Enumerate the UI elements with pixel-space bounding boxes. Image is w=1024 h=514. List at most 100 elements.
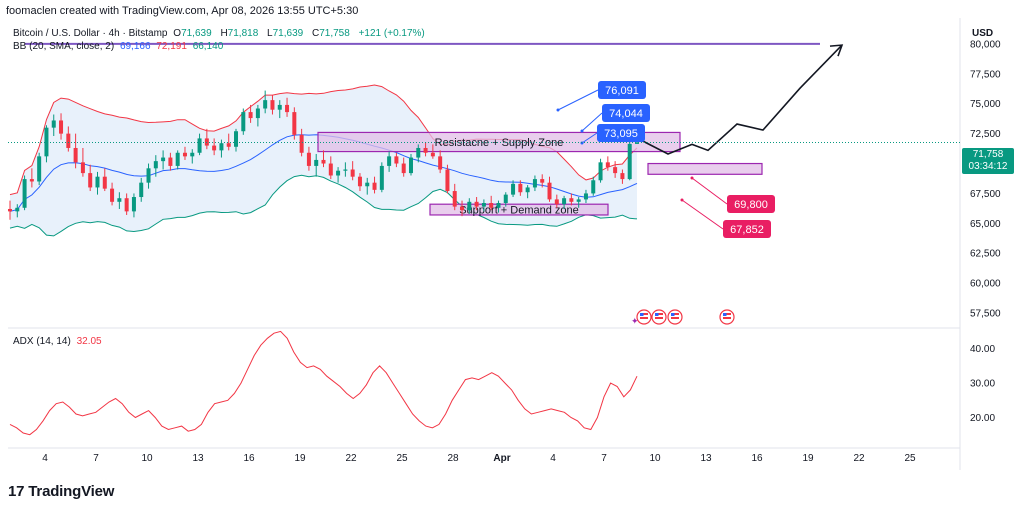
price-label-text: 74,044 bbox=[609, 108, 643, 120]
candle-body bbox=[357, 176, 362, 187]
time-tick-label: 13 bbox=[700, 453, 712, 464]
candle-body bbox=[328, 163, 333, 176]
candle-body bbox=[175, 152, 180, 166]
candle-body bbox=[343, 169, 348, 171]
price-label-leader bbox=[681, 199, 724, 230]
candle-body bbox=[314, 159, 319, 166]
time-tick-label: 16 bbox=[751, 453, 763, 464]
flag-icon[interactable] bbox=[719, 309, 735, 325]
price-label-anchor bbox=[580, 129, 584, 133]
chart-credit: foomaclen created with TradingView.com, … bbox=[6, 5, 359, 17]
candle-body bbox=[569, 198, 574, 202]
projection-path bbox=[639, 44, 843, 155]
adx-line bbox=[9, 330, 638, 436]
flag-icon[interactable] bbox=[667, 309, 683, 325]
candle-body bbox=[576, 199, 581, 202]
candle-body bbox=[110, 188, 115, 202]
candle-body bbox=[285, 104, 290, 113]
candle-body bbox=[372, 182, 377, 190]
candle-body bbox=[59, 120, 64, 134]
candle-body bbox=[255, 108, 260, 119]
time-tick-label: 25 bbox=[396, 453, 408, 464]
close-label: C bbox=[311, 28, 320, 39]
flag-icon[interactable] bbox=[636, 309, 652, 325]
candle-body bbox=[562, 198, 567, 205]
time-tick-label: 22 bbox=[853, 453, 865, 464]
candle-body bbox=[139, 182, 144, 198]
candle-body bbox=[182, 152, 187, 157]
candle-body bbox=[503, 194, 508, 203]
symbol-title[interactable]: Bitcoin / U.S. Dollar · 4h · Bitstamp bbox=[13, 28, 168, 39]
candle-body bbox=[613, 167, 618, 174]
candle-body bbox=[474, 201, 479, 207]
price-label-anchor bbox=[680, 198, 684, 202]
candle-body bbox=[401, 163, 406, 174]
bb-basis-value: 69,166 bbox=[119, 41, 151, 52]
candle-body bbox=[591, 180, 596, 194]
price-label-text: 67,852 bbox=[730, 224, 764, 236]
time-tick-label: 28 bbox=[447, 453, 459, 464]
price-label-leader bbox=[581, 112, 603, 132]
open-label: O bbox=[173, 28, 182, 39]
candle-body bbox=[452, 191, 457, 207]
candle-body bbox=[277, 104, 282, 110]
candle-body bbox=[51, 120, 56, 128]
adx-value: 32.05 bbox=[76, 336, 102, 347]
target-box bbox=[647, 162, 763, 175]
candle-body bbox=[263, 100, 268, 109]
price-label-box bbox=[597, 124, 645, 142]
bb-lower-line bbox=[9, 174, 638, 237]
candle-body bbox=[168, 157, 173, 166]
candle-body bbox=[15, 207, 20, 212]
candle-body bbox=[518, 183, 523, 193]
candle-body bbox=[248, 112, 253, 119]
candle-body bbox=[44, 127, 49, 157]
candle-body bbox=[153, 161, 158, 169]
candle-body bbox=[489, 203, 494, 208]
candle-body bbox=[394, 156, 399, 164]
candle-body bbox=[8, 208, 12, 212]
zone-label: Support + Demand zone bbox=[459, 205, 579, 217]
adx-label[interactable]: ADX (14, 14) bbox=[13, 336, 71, 347]
price-tick-label: 80,000 bbox=[970, 39, 1001, 50]
zone-label: Resistacne + Supply Zone bbox=[435, 137, 564, 149]
candle-body bbox=[554, 199, 559, 205]
candle-body bbox=[350, 169, 355, 177]
bar-countdown: 03:34:12 bbox=[968, 161, 1008, 172]
bb-lower-value: 66,140 bbox=[192, 41, 224, 52]
time-tick-label: 19 bbox=[802, 453, 814, 464]
time-tick-label: 16 bbox=[243, 453, 255, 464]
candle-body bbox=[583, 193, 588, 200]
candle-body bbox=[525, 187, 530, 193]
candle-body bbox=[29, 179, 34, 182]
candle-body bbox=[387, 156, 392, 166]
candle-body bbox=[306, 152, 311, 166]
price-label-anchor bbox=[556, 108, 560, 112]
candle-body bbox=[161, 157, 166, 162]
candle-body bbox=[95, 176, 100, 188]
candle-body bbox=[438, 156, 443, 170]
candle-body bbox=[66, 133, 71, 148]
candle-body bbox=[117, 198, 122, 202]
flag-icon[interactable] bbox=[651, 309, 667, 325]
candle-body bbox=[124, 198, 129, 212]
price-tick-label: 57,500 bbox=[970, 309, 1001, 320]
zone-box bbox=[429, 203, 609, 216]
high-label: H bbox=[220, 28, 228, 39]
currency-label[interactable]: USD bbox=[972, 28, 994, 39]
change-value: +121 (+0.17%) bbox=[358, 28, 425, 39]
candle-body bbox=[190, 152, 195, 157]
candle-body bbox=[532, 179, 537, 188]
candle-body bbox=[416, 147, 421, 158]
bb-label[interactable]: BB (20, SMA, close, 2) bbox=[13, 41, 115, 52]
candle-body bbox=[37, 156, 42, 182]
symbol-legend: Bitcoin / U.S. Dollar · 4h · Bitstamp O7… bbox=[13, 28, 428, 39]
candle-body bbox=[627, 143, 632, 180]
price-tick-label: 72,500 bbox=[970, 129, 1001, 140]
brand-name: TradingView bbox=[28, 483, 115, 500]
low-label: L bbox=[267, 28, 273, 39]
tradingview-logo[interactable]: ⁠17 TradingView bbox=[8, 483, 114, 500]
time-tick-label: 7 bbox=[601, 453, 607, 464]
candle-body bbox=[365, 182, 370, 187]
